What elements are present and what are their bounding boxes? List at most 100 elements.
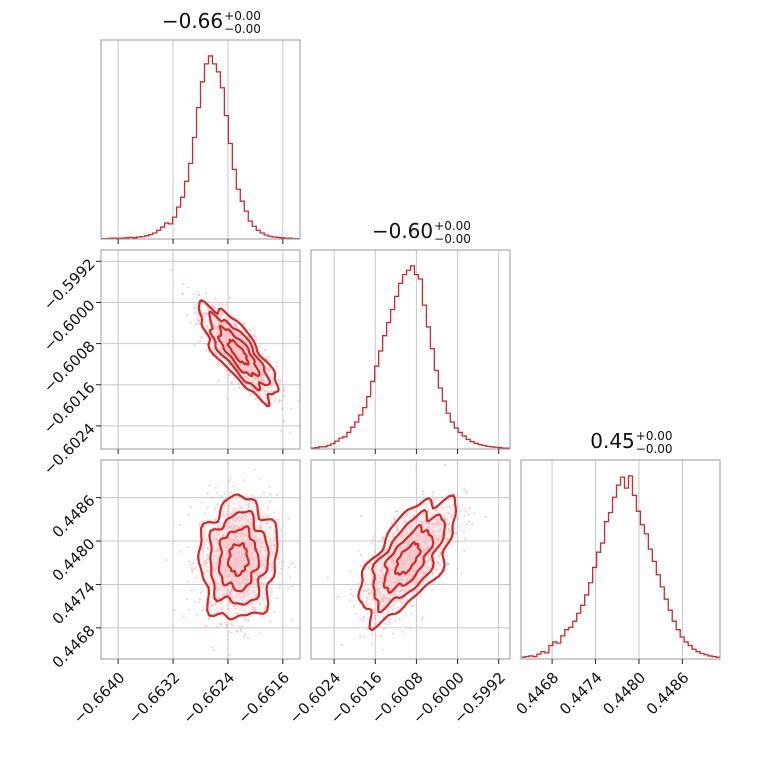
sample-point-r2c1-650 (392, 603, 395, 607)
sample-point-r2c0-675 (260, 581, 263, 584)
sample-point-r2c1-45 (382, 627, 385, 631)
sample-point-r2c1-570 (371, 598, 374, 601)
sample-point-r2c0-481 (238, 625, 241, 629)
sample-point-r1c0-708 (189, 321, 192, 324)
sample-point-r2c1-625 (413, 580, 416, 584)
sample-point-r1c0-601 (268, 369, 271, 372)
sample-point-r2c0-842 (227, 507, 230, 511)
sample-point-r2c1-598 (423, 579, 426, 582)
sample-point-r2c0-655 (215, 572, 218, 576)
sample-point-r2c0-260 (273, 547, 276, 550)
sample-point-r1c0-254 (228, 318, 231, 321)
sample-point-r2c1-285 (422, 525, 425, 528)
sample-point-r2c1-531 (426, 522, 429, 525)
sample-point-r2c1-288 (392, 532, 395, 535)
sample-point-r2c0-805 (235, 541, 238, 544)
histogram-0-bin-28 (212, 64, 216, 239)
sample-point-r1c0-838 (264, 349, 267, 352)
histogram-1-bin-6 (335, 441, 339, 449)
sample-point-r2c1-776 (464, 489, 467, 492)
sample-point-r2c1-89 (388, 621, 391, 624)
sample-point-r2c1-847 (390, 583, 393, 586)
contour-line-r1c0-3 (226, 338, 250, 366)
sample-point-r2c0-515 (211, 604, 214, 607)
sample-point-r2c0-837 (253, 591, 256, 594)
sample-point-r1c0-413 (264, 356, 267, 359)
sample-point-r2c0-367 (258, 632, 261, 635)
sample-point-r2c0-690 (226, 545, 229, 549)
histogram-1-bin-26 (414, 275, 418, 449)
sample-point-r1c0-283 (237, 383, 240, 386)
sample-point-r2c1-345 (409, 527, 412, 531)
sample-point-r2c0-624 (224, 588, 228, 591)
histogram-0-bin-15 (161, 227, 165, 239)
sample-point-r1c0-729 (216, 343, 219, 346)
sample-point-r2c0-382 (259, 550, 262, 553)
sample-point-r2c1-674 (393, 556, 396, 559)
sample-point-r2c0-23 (246, 636, 250, 639)
sample-point-r2c1-299 (455, 516, 458, 519)
sample-point-r1c0-704 (204, 342, 207, 345)
sample-point-r2c0-395 (235, 539, 239, 542)
sample-point-r2c0-445 (217, 549, 220, 552)
sample-point-r2c1-508 (432, 491, 435, 494)
histogram-0-bin-37 (248, 221, 252, 239)
sample-point-r2c1-408 (405, 530, 408, 533)
sample-point-r2c0-357 (227, 521, 230, 524)
sample-point-r2c0-852 (262, 583, 265, 587)
histogram-0-bin-27 (208, 56, 212, 239)
sample-point-r1c0-502 (211, 355, 214, 358)
sample-point-r1c0-339 (206, 329, 209, 333)
sample-point-r2c1-660 (448, 522, 451, 525)
histogram-1-bin-7 (339, 438, 343, 449)
sample-point-r2c0-680 (216, 560, 219, 563)
histogram-1 (311, 265, 510, 449)
sample-point-r2c1-649 (404, 588, 407, 591)
sample-point-r2c1-759 (437, 562, 440, 565)
sample-point-r2c0-548 (206, 554, 209, 557)
sample-point-r2c0-345 (221, 563, 224, 566)
sample-point-r2c0-749 (242, 518, 245, 521)
histogram-2-bin-22 (609, 513, 613, 659)
sample-point-r1c0-718 (186, 286, 189, 289)
sample-point-r2c1-160 (356, 582, 359, 586)
sample-point-r2c1-382 (460, 572, 463, 575)
histogram-1-bin-33 (442, 401, 446, 449)
sample-point-r2c1-786 (419, 572, 422, 575)
sample-point-r1c0-712 (278, 381, 282, 384)
histogram-0-bin-17 (169, 224, 173, 239)
sample-point-r2c0-839 (269, 547, 273, 551)
sample-point-r2c1-831 (441, 524, 444, 527)
sample-point-r1c0-440 (254, 383, 257, 386)
sample-point-r2c0-767 (230, 597, 233, 600)
sample-point-r2c1-878 (390, 570, 393, 573)
sample-point-r2c0-785 (220, 559, 223, 563)
sample-point-r2c1-880 (434, 561, 437, 564)
sample-point-r2c0-215 (225, 501, 228, 504)
sample-point-r1c0-659 (233, 388, 236, 391)
histogram-2-bin-31 (644, 534, 648, 659)
sample-point-r1c0-649 (267, 385, 270, 389)
histogram-1-bin-28 (422, 305, 426, 449)
sample-point-r2c1-579 (408, 586, 411, 589)
sample-point-r2c1-511 (400, 536, 403, 539)
sample-point-r1c0-289 (218, 363, 221, 366)
sample-point-r2c0-323 (259, 477, 262, 480)
sample-point-r2c1-377 (365, 597, 369, 600)
histogram-1-bin-17 (379, 351, 383, 449)
sample-point-r2c0-547 (277, 518, 280, 521)
sample-point-r2c1-884 (371, 538, 375, 541)
title-upper-0: +0.00 (224, 9, 261, 23)
contour-line-r2c1-1 (371, 508, 447, 614)
histogram-1-bin-43 (482, 446, 486, 449)
sample-point-r2c0-568 (261, 563, 264, 566)
contour-fill-r1c0-3 (227, 339, 249, 365)
histogram-1-bin-18 (383, 336, 387, 449)
sample-point-r1c0-261 (254, 335, 257, 338)
sample-point-r2c1-363 (434, 535, 437, 539)
sample-point-r1c0-895 (247, 356, 250, 359)
contour-line-r1c0-0 (197, 299, 280, 407)
sample-point-r1c0-186 (270, 402, 273, 405)
sample-point-r2c0-537 (273, 610, 276, 613)
sample-point-r2c0-828 (215, 611, 218, 614)
